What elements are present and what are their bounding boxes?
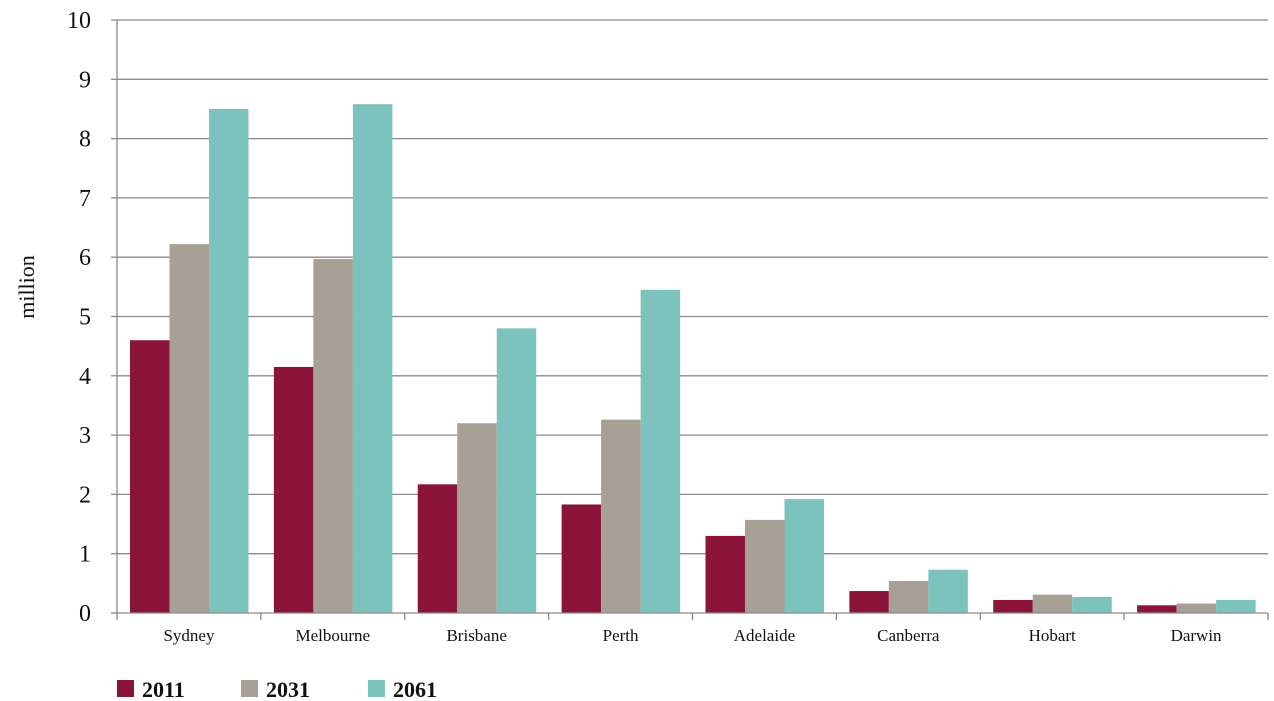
y-tick-label: 6 <box>79 245 91 271</box>
y-tick-label: 2 <box>79 482 91 508</box>
bar-2031-hobart <box>1033 595 1073 613</box>
bar-2031-canberra <box>889 581 929 613</box>
bar-2061-adelaide <box>785 499 825 613</box>
bar-2011-adelaide <box>706 536 746 613</box>
y-tick-label: 1 <box>79 542 91 568</box>
legend-swatch-2061 <box>368 680 385 697</box>
bar-2011-hobart <box>993 600 1033 613</box>
x-tick-label: Hobart <box>1029 626 1076 645</box>
x-tick-label: Darwin <box>1171 626 1222 645</box>
legend-swatch-2011 <box>117 680 134 697</box>
bar-2011-sydney <box>130 340 170 613</box>
y-tick-label: 3 <box>79 423 91 449</box>
bar-2031-melbourne <box>313 259 353 613</box>
x-tick-label: Canberra <box>877 626 940 645</box>
bar-2031-adelaide <box>745 520 785 613</box>
bar-2011-perth <box>562 504 602 613</box>
y-tick-label: 0 <box>79 601 91 627</box>
legend-label-2061: 2061 <box>393 677 437 701</box>
y-axis-ticks: 0 1 2 3 4 5 6 7 8 9 10 <box>67 8 117 627</box>
x-tick-label: Sydney <box>163 626 215 645</box>
bar-2011-canberra <box>849 591 889 613</box>
x-tick-label: Perth <box>603 626 639 645</box>
legend-label-2031: 2031 <box>266 677 310 701</box>
bar-2011-brisbane <box>418 484 458 613</box>
legend-swatch-2031 <box>241 680 258 697</box>
bar-2061-hobart <box>1072 597 1112 613</box>
legend: 2011 2031 2061 <box>117 677 437 701</box>
bar-2031-sydney <box>170 244 210 613</box>
y-tick-label: 9 <box>79 67 91 93</box>
bar-2031-perth <box>601 420 641 613</box>
bar-2061-darwin <box>1216 600 1256 613</box>
bar-2061-perth <box>641 290 681 613</box>
category-labels: Sydney Melbourne Brisbane Perth Adelaide Canb… <box>163 626 1222 645</box>
y-tick-label: 4 <box>79 364 91 390</box>
bar-2061-canberra <box>928 570 968 613</box>
y-tick-label: 10 <box>67 8 91 34</box>
bar-2011-melbourne <box>274 367 314 613</box>
x-tick-label: Adelaide <box>734 626 795 645</box>
bar-2061-brisbane <box>497 328 537 613</box>
y-axis-title: million <box>14 255 39 319</box>
bar-2061-sydney <box>209 109 249 613</box>
y-tick-label: 7 <box>79 186 91 212</box>
bar-2031-darwin <box>1177 604 1217 613</box>
y-tick-label: 5 <box>79 305 91 331</box>
bar-2031-brisbane <box>457 423 497 613</box>
bar-2011-darwin <box>1137 605 1177 613</box>
bars <box>130 104 1256 613</box>
x-tick-label: Melbourne <box>296 626 371 645</box>
bar-2061-melbourne <box>353 104 393 613</box>
legend-label-2011: 2011 <box>142 677 185 701</box>
y-tick-label: 8 <box>79 127 91 153</box>
x-tick-label: Brisbane <box>446 626 506 645</box>
